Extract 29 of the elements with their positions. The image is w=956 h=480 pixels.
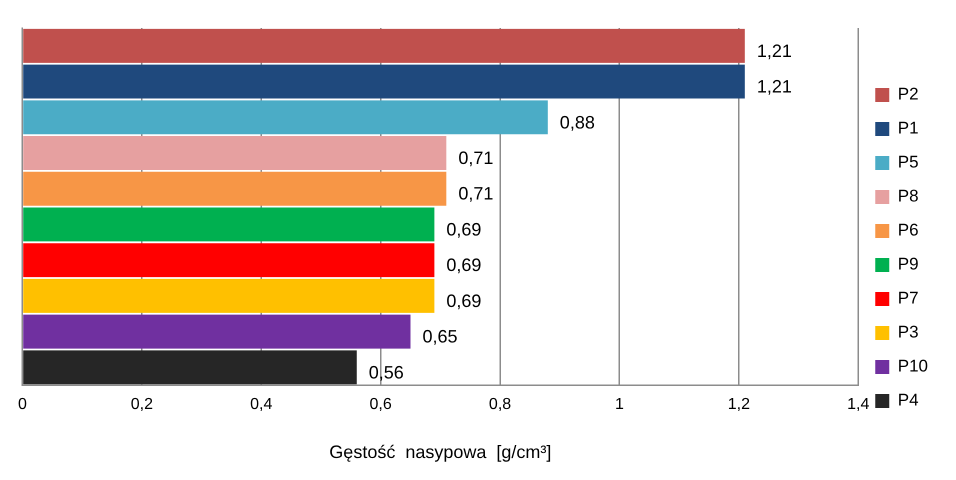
data-label: 0,71: [458, 148, 494, 168]
data-label: 0,71: [458, 184, 494, 204]
data-label: 0,88: [560, 112, 595, 132]
data-label: 0,65: [422, 326, 458, 347]
x-tick-label: 0: [18, 396, 27, 414]
x-tick-label: 0,2: [130, 396, 154, 414]
legend-label: P2: [898, 84, 919, 104]
legend-label: P7: [898, 288, 919, 308]
x-tick-label: 1,2: [728, 396, 750, 414]
legend-label: P5: [898, 152, 919, 172]
legend-label: P1: [898, 118, 919, 138]
x-tick-label: 1: [615, 396, 624, 414]
data-label: 0,69: [446, 219, 482, 240]
legend-label: P3: [898, 322, 919, 342]
legend-label: P10: [898, 356, 928, 376]
data-label: 0,69: [446, 255, 482, 276]
x-tick-label: 1,4: [847, 396, 870, 414]
x-tick-label: 0,8: [488, 396, 512, 414]
data-label: 0,56: [368, 362, 404, 382]
data-label: 0,69: [446, 290, 482, 311]
legend-label: P4: [898, 390, 919, 410]
x-tick-label: 0,4: [250, 396, 272, 414]
x-tick-label: 0,6: [370, 396, 392, 414]
legend-label: P6: [898, 220, 919, 240]
data-label: 1,21: [756, 76, 792, 97]
data-label: 1,21: [756, 40, 792, 61]
x-axis-title: Gęstość nasypowa [g/cm³]: [329, 442, 552, 462]
legend-label: P8: [898, 186, 919, 206]
legend-label: P9: [898, 254, 919, 274]
